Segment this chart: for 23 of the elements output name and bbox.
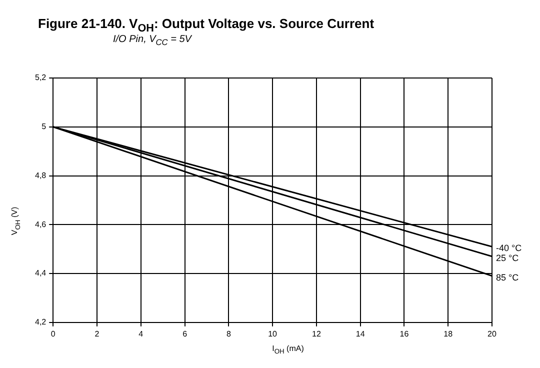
y-tick-label: 4,6 bbox=[34, 220, 47, 229]
chart-title: Figure 21-140. V$_{OH}$: Output Voltage vs. Source Current bbox=[38, 16, 374, 35]
y-tick-label: 5,2 bbox=[34, 73, 47, 82]
y-tick-label: 4,4 bbox=[34, 268, 47, 278]
x-tick-label: 16 bbox=[400, 329, 410, 338]
x-tick-label: 10 bbox=[268, 329, 278, 338]
x-tick-label: 20 bbox=[488, 329, 497, 338]
series-label: 85 °C bbox=[496, 272, 520, 282]
y-tick-label: 4,2 bbox=[34, 318, 47, 327]
series-label: -40 °C bbox=[496, 243, 522, 254]
x-tick-label: 0 bbox=[50, 329, 56, 338]
x-tick-label: 12 bbox=[312, 329, 322, 338]
x-tick-label: 14 bbox=[356, 329, 366, 338]
x-axis-title: I$_{OH}$ (mA) bbox=[272, 344, 304, 356]
x-tick-label: 8 bbox=[226, 329, 232, 338]
chart-subtitle: I/O Pin, V$_{CC}$ = 5V bbox=[113, 34, 192, 47]
x-tick-label: 6 bbox=[182, 329, 188, 338]
x-tick-label: 2 bbox=[94, 329, 100, 338]
x-tick-label: 18 bbox=[444, 329, 454, 338]
x-tick-label: 4 bbox=[138, 329, 144, 338]
y-tick-label: 4,8 bbox=[34, 170, 47, 180]
y-tick-label: 5 bbox=[42, 122, 47, 132]
series-label: 25 °C bbox=[496, 252, 520, 263]
